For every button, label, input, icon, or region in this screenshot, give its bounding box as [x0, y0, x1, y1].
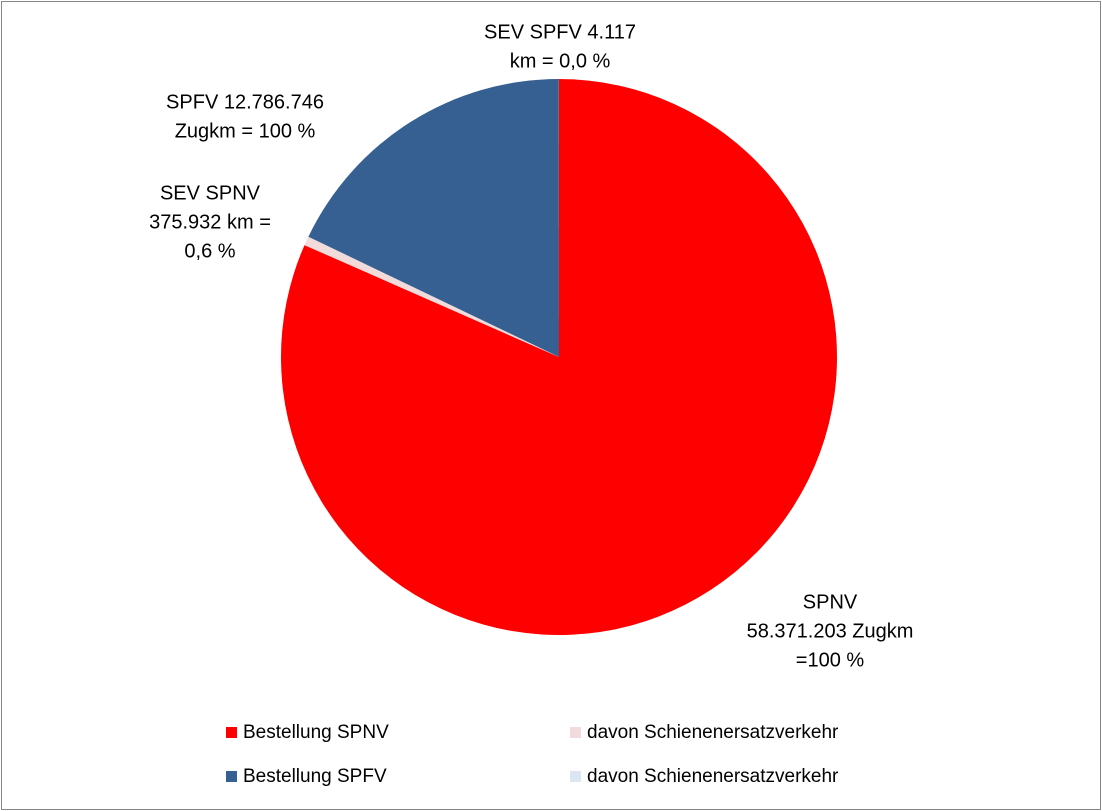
data-label: 58.371.203 Zugkm	[747, 620, 914, 642]
pie-slice	[280, 79, 837, 636]
data-label: SPNV	[803, 591, 858, 613]
data-label: Zugkm = 100 %	[175, 120, 316, 142]
data-label: SEV SPFV 4.117	[484, 21, 636, 43]
data-label: =100 %	[796, 649, 865, 671]
data-label: km = 0,0 %	[510, 50, 611, 72]
legend-swatch	[226, 727, 237, 738]
data-label: SPFV 12.786.746	[166, 91, 324, 113]
pie-slice	[308, 79, 559, 358]
data-label: 0,6 %	[184, 240, 235, 262]
legend-label: Bestellung SPFV	[243, 766, 387, 787]
legend-label: Bestellung SPNV	[243, 722, 389, 743]
legend-swatch	[226, 771, 237, 782]
pie-slice	[304, 236, 559, 357]
data-label: SEV SPNV	[160, 182, 261, 204]
legend-swatch	[570, 727, 581, 738]
legend-swatch	[570, 771, 581, 782]
legend-label: davon Schienenersatzverkehr	[587, 766, 839, 787]
legend-label: davon Schienenersatzverkehr	[587, 722, 839, 743]
data-label: 375.932 km =	[149, 211, 271, 233]
